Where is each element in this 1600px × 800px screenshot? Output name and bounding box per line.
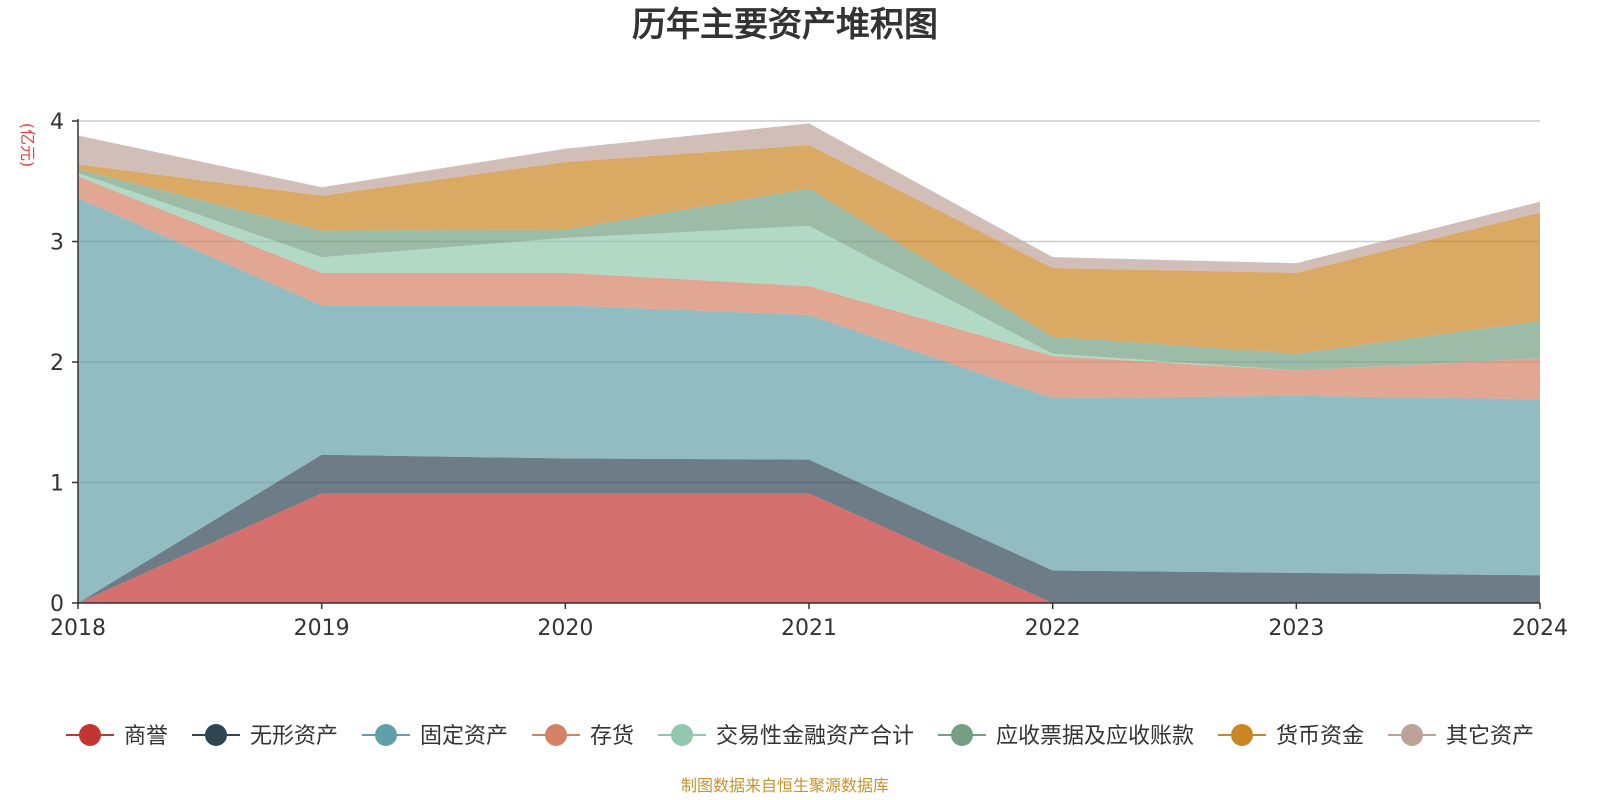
legend-item-2[interactable]: 固定资产 bbox=[362, 724, 508, 749]
y-tick-label: 1 bbox=[50, 472, 64, 497]
legend-item-4[interactable]: 交易性金融资产合计 bbox=[658, 724, 914, 749]
legend-label: 应收票据及应收账款 bbox=[996, 724, 1194, 749]
area-series-5 bbox=[78, 169, 1540, 371]
x-tick-label: 2022 bbox=[1025, 616, 1081, 641]
x-tick-label: 2023 bbox=[1268, 616, 1324, 641]
chart-title: 历年主要资产堆积图 bbox=[632, 5, 938, 45]
x-tick-label: 2018 bbox=[50, 616, 106, 641]
axes: 0 1 2 3 4 2018 2019 2020 2021 2022 2023 2024 bbox=[50, 110, 1568, 641]
legend-label: 无形资产 bbox=[250, 724, 338, 749]
legend-circle-icon bbox=[951, 724, 973, 746]
legend-circle-icon bbox=[205, 724, 227, 746]
legend-item-0[interactable]: 商誉 bbox=[66, 724, 168, 749]
y-tick-label: 4 bbox=[50, 110, 64, 135]
legend-item-5[interactable]: 应收票据及应收账款 bbox=[938, 724, 1194, 749]
legend-label: 其它资产 bbox=[1446, 724, 1534, 749]
legend-label: 固定资产 bbox=[420, 724, 508, 749]
legend-label: 货币资金 bbox=[1276, 724, 1364, 749]
area-series-3 bbox=[78, 176, 1540, 400]
legend-item-3[interactable]: 存货 bbox=[532, 724, 634, 749]
legend-item-6[interactable]: 货币资金 bbox=[1218, 724, 1364, 749]
legend-item-1[interactable]: 无形资产 bbox=[192, 724, 338, 749]
data-source-note: 制图数据来自恒生聚源数据库 bbox=[681, 776, 889, 795]
area-series-2 bbox=[78, 198, 1540, 603]
legend: 商誉 无形资产 固定资产 存货 交易性金融资产合计 应收票据及应收账款 货币资金 其它资产 bbox=[66, 724, 1534, 749]
area-series-4 bbox=[78, 172, 1540, 371]
area-series-layer bbox=[78, 123, 1540, 603]
y-axis-unit-label: (亿元) bbox=[18, 123, 37, 168]
x-tick-label: 2021 bbox=[781, 616, 837, 641]
x-tick-label: 2019 bbox=[294, 616, 350, 641]
legend-circle-icon bbox=[375, 724, 397, 746]
x-tick-label: 2020 bbox=[537, 616, 593, 641]
area-series-6 bbox=[78, 145, 1540, 354]
legend-label: 交易性金融资产合计 bbox=[716, 724, 914, 749]
area-series-1 bbox=[78, 454, 1540, 603]
legend-label: 商誉 bbox=[124, 724, 168, 749]
legend-circle-icon bbox=[79, 724, 101, 746]
legend-circle-icon bbox=[671, 724, 693, 746]
legend-item-7[interactable]: 其它资产 bbox=[1388, 724, 1534, 749]
legend-label: 存货 bbox=[590, 724, 634, 749]
legend-circle-icon bbox=[1401, 724, 1423, 746]
area-series-0 bbox=[78, 493, 1540, 603]
y-tick-label: 3 bbox=[50, 231, 64, 256]
legend-circle-icon bbox=[545, 724, 567, 746]
legend-circle-icon bbox=[1231, 724, 1253, 746]
x-tick-label: 2024 bbox=[1512, 616, 1568, 641]
y-tick-label: 2 bbox=[50, 351, 64, 376]
y-tick-label: 0 bbox=[50, 592, 64, 617]
